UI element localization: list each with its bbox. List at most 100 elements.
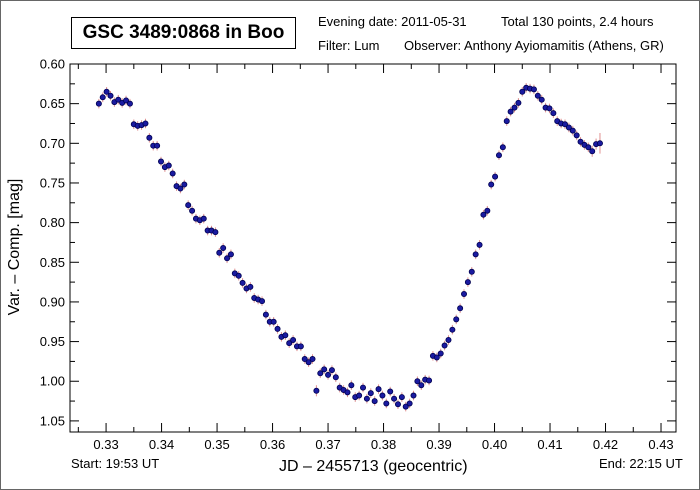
data-point [585, 144, 592, 151]
data-point [126, 100, 133, 107]
evening-date: Evening date: 2011-05-31 [318, 14, 467, 29]
y-tick-label: 1.00 [40, 374, 65, 389]
data-point [507, 108, 514, 115]
data-point [286, 340, 293, 347]
start-time: Start: 19:53 UT [71, 456, 160, 471]
x-tick-label: 0.42 [593, 437, 618, 452]
data-point [321, 366, 328, 373]
data-point [468, 268, 475, 275]
data-point [181, 181, 188, 188]
data-point [146, 134, 153, 141]
x-tick-label: 0.39 [426, 437, 451, 452]
plot-border [69, 63, 677, 433]
data-point [492, 173, 499, 180]
y-tick-label: 0.65 [40, 96, 65, 111]
data-point [565, 124, 572, 131]
data-point [247, 283, 254, 290]
data-point [433, 354, 440, 361]
data-point [220, 244, 227, 251]
y-tick-label: 0.95 [40, 334, 65, 349]
y-tick-label: 0.75 [40, 175, 65, 190]
data-point [449, 326, 456, 333]
data-point [185, 202, 192, 209]
data-point [503, 118, 510, 125]
data-point [356, 392, 363, 399]
y-tick-label: 0.85 [40, 255, 65, 270]
data-point [484, 207, 491, 214]
x-tick-label: 0.37 [315, 437, 340, 452]
observer-label: Observer: Anthony Ayiomamitis (Athens, G… [404, 38, 664, 53]
data-point [426, 377, 433, 384]
data-point [530, 86, 537, 93]
data-point [115, 96, 122, 103]
data-point [476, 241, 483, 248]
data-point [103, 88, 110, 95]
data-point [360, 384, 367, 391]
data-point [406, 400, 413, 407]
data-point [348, 382, 355, 389]
data-point [391, 395, 398, 402]
data-point [569, 127, 576, 134]
data-point [282, 332, 289, 339]
data-point [488, 181, 495, 188]
y-tick-label: 1.05 [40, 413, 65, 428]
data-point [177, 185, 184, 192]
data-point [519, 88, 526, 95]
chart-title: GSC 3489:0868 in Boo [71, 17, 296, 49]
x-tick-label: 0.40 [482, 437, 507, 452]
data-point [297, 343, 304, 350]
data-point [402, 403, 409, 410]
data-point [414, 378, 421, 385]
data-point [290, 336, 297, 343]
data-point [538, 96, 545, 103]
data-point [577, 138, 584, 145]
data-point [437, 350, 444, 357]
data-point [550, 110, 557, 117]
data-point [398, 394, 405, 401]
data-point [227, 251, 234, 258]
data-point [325, 371, 332, 378]
data-point [445, 336, 452, 343]
data-point [169, 170, 176, 177]
data-point [200, 215, 207, 222]
data-point [95, 100, 102, 107]
data-point [534, 92, 541, 99]
y-tick-label: 0.70 [40, 136, 65, 151]
data-point [410, 392, 417, 399]
data-point [212, 229, 219, 236]
data-point [317, 370, 324, 377]
data-point [562, 121, 569, 128]
y-tick-label: 0.80 [40, 215, 65, 230]
data-point [596, 140, 603, 147]
x-tick-label: 0.41 [537, 437, 562, 452]
x-tick-label: 0.38 [371, 437, 396, 452]
data-point [383, 400, 390, 407]
y-tick-label: 0.60 [40, 57, 65, 72]
x-tick-label: 0.36 [260, 437, 285, 452]
y-tick-label: 0.90 [40, 294, 65, 309]
x-tick-label: 0.33 [93, 437, 118, 452]
data-point [464, 279, 471, 286]
data-point [262, 311, 269, 318]
data-point [270, 318, 277, 325]
data-point [224, 255, 231, 262]
data-point [123, 97, 130, 104]
data-point [394, 401, 401, 408]
x-tick-label: 0.35 [204, 437, 229, 452]
data-point [511, 104, 518, 111]
data-point [99, 94, 106, 101]
data-point [441, 342, 448, 349]
data-point [332, 374, 339, 381]
data-point [418, 382, 425, 389]
data-point [499, 144, 506, 151]
data-point [158, 158, 165, 165]
data-point [387, 388, 394, 395]
data-point [453, 316, 460, 323]
data-point [305, 359, 312, 366]
data-point [259, 298, 266, 305]
data-point [189, 207, 196, 214]
data-point [344, 389, 351, 396]
data-point [328, 367, 335, 374]
total-points: Total 130 points, 2.4 hours [501, 14, 654, 29]
